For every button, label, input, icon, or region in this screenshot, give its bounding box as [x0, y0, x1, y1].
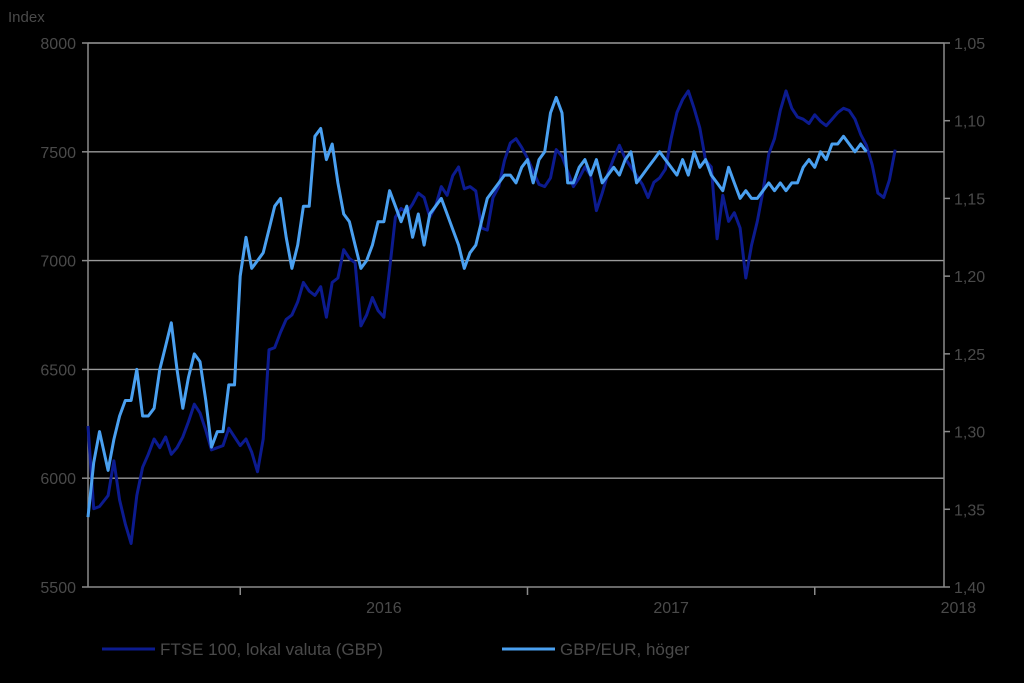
right-tick-label: 1,35	[954, 502, 985, 519]
left-axis-ticks: 5500 6000 6500 7000 7500 8000	[40, 36, 88, 597]
left-tick-label: 7500	[40, 145, 76, 162]
right-tick-label: 1,40	[954, 580, 985, 597]
x-tick-label: 2017	[653, 600, 689, 617]
right-axis-ticks: 1,40 1,35 1,30 1,25 1,20 1,15 1,10 1,05	[944, 36, 985, 597]
legend-label-ftse: FTSE 100, lokal valuta (GBP)	[160, 640, 383, 659]
right-tick-label: 1,10	[954, 114, 985, 131]
left-tick-label: 6500	[40, 362, 76, 379]
right-tick-label: 1,20	[954, 269, 985, 286]
right-tick-label: 1,15	[954, 191, 985, 208]
left-tick-label: 6000	[40, 471, 76, 488]
x-tick-label: 2016	[366, 600, 402, 617]
x-axis-ticks: 2016 2017 2018	[239, 587, 977, 617]
left-tick-label: 8000	[40, 36, 76, 53]
left-axis-title: Index	[8, 9, 45, 26]
legend-label-gbpeur: GBP/EUR, höger	[560, 640, 690, 659]
series-line-ftse	[86, 89, 897, 545]
right-tick-label: 1,30	[954, 425, 985, 442]
series-group	[86, 89, 897, 545]
gridlines	[88, 42, 944, 479]
left-tick-label: 7000	[40, 254, 76, 271]
left-tick-label: 5500	[40, 580, 76, 597]
legend: FTSE 100, lokal valuta (GBP) GBP/EUR, hö…	[102, 640, 690, 659]
x-tick-label: 2018	[941, 600, 977, 617]
right-tick-label: 1,05	[954, 36, 985, 53]
series-line-gbpeur	[86, 95, 868, 518]
right-tick-label: 1,25	[954, 347, 985, 364]
axes	[87, 43, 945, 588]
